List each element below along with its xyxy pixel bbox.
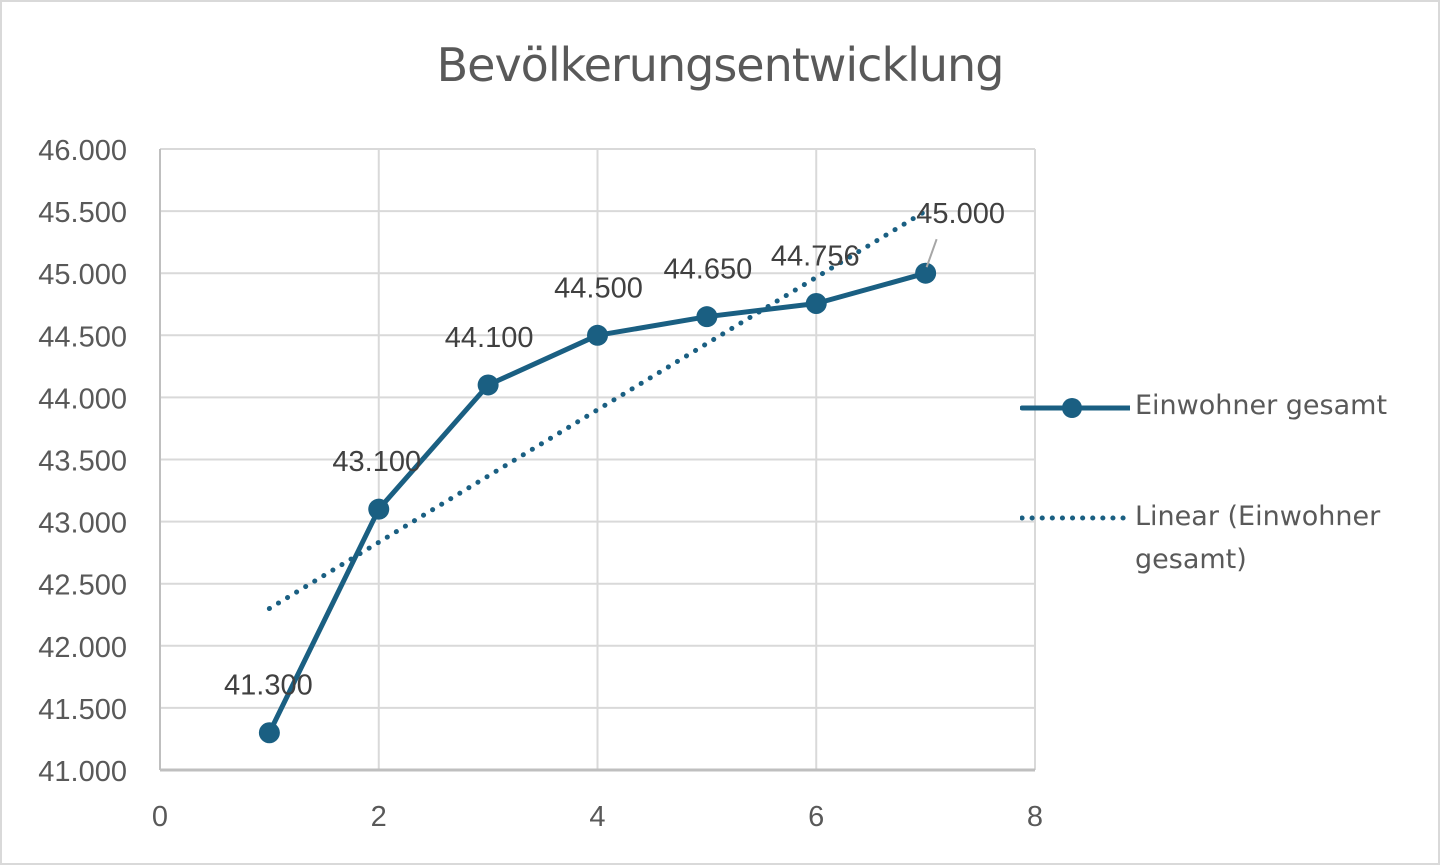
data-point-marker xyxy=(368,498,390,520)
y-tick-label: 44.000 xyxy=(38,383,127,415)
data-label: 44.756 xyxy=(771,241,860,273)
legend-item-trend: Linear (Einwohner xyxy=(1135,501,1381,532)
data-point-marker xyxy=(258,722,280,744)
data-point-marker xyxy=(477,374,499,396)
legend-item-trend-cont: gesamt) xyxy=(1135,544,1247,575)
data-label: 44.650 xyxy=(664,254,753,286)
x-tick-label: 4 xyxy=(589,801,605,833)
y-tick-label: 42.500 xyxy=(38,570,127,602)
data-label: 45.000 xyxy=(916,198,1005,230)
x-tick-label: 6 xyxy=(808,801,824,833)
y-tick-label: 43.000 xyxy=(38,508,127,540)
trendline xyxy=(266,208,929,612)
chart-title: Bevölkerungsentwicklung xyxy=(436,38,1005,92)
y-tick-label: 42.000 xyxy=(38,632,127,664)
data-label: 44.100 xyxy=(445,322,534,354)
x-tick-label: 2 xyxy=(371,801,387,833)
data-point-marker xyxy=(915,262,937,284)
data-label: 43.100 xyxy=(332,446,421,478)
data-label-leader-line xyxy=(925,238,938,268)
x-tick-label: 8 xyxy=(1027,801,1043,833)
data-point-marker xyxy=(696,306,718,328)
x-tick-label: 0 xyxy=(152,801,168,833)
data-point-marker xyxy=(587,324,608,346)
y-tick-label: 43.500 xyxy=(38,446,127,478)
legend-symbols xyxy=(1020,398,1130,521)
legend-item-series: Einwohner gesamt xyxy=(1135,390,1388,421)
y-tick-label: 46.000 xyxy=(38,135,127,167)
y-tick-label: 41.000 xyxy=(38,756,127,788)
data-label: 44.500 xyxy=(554,272,643,304)
y-tick-label: 41.500 xyxy=(38,694,127,726)
data-point-marker xyxy=(805,293,827,315)
legend-marker-icon xyxy=(1062,398,1082,418)
data-label: 41.300 xyxy=(224,670,313,702)
y-tick-label: 45.500 xyxy=(38,197,127,229)
y-tick-label: 44.500 xyxy=(38,321,127,353)
y-tick-label: 45.000 xyxy=(38,259,127,291)
